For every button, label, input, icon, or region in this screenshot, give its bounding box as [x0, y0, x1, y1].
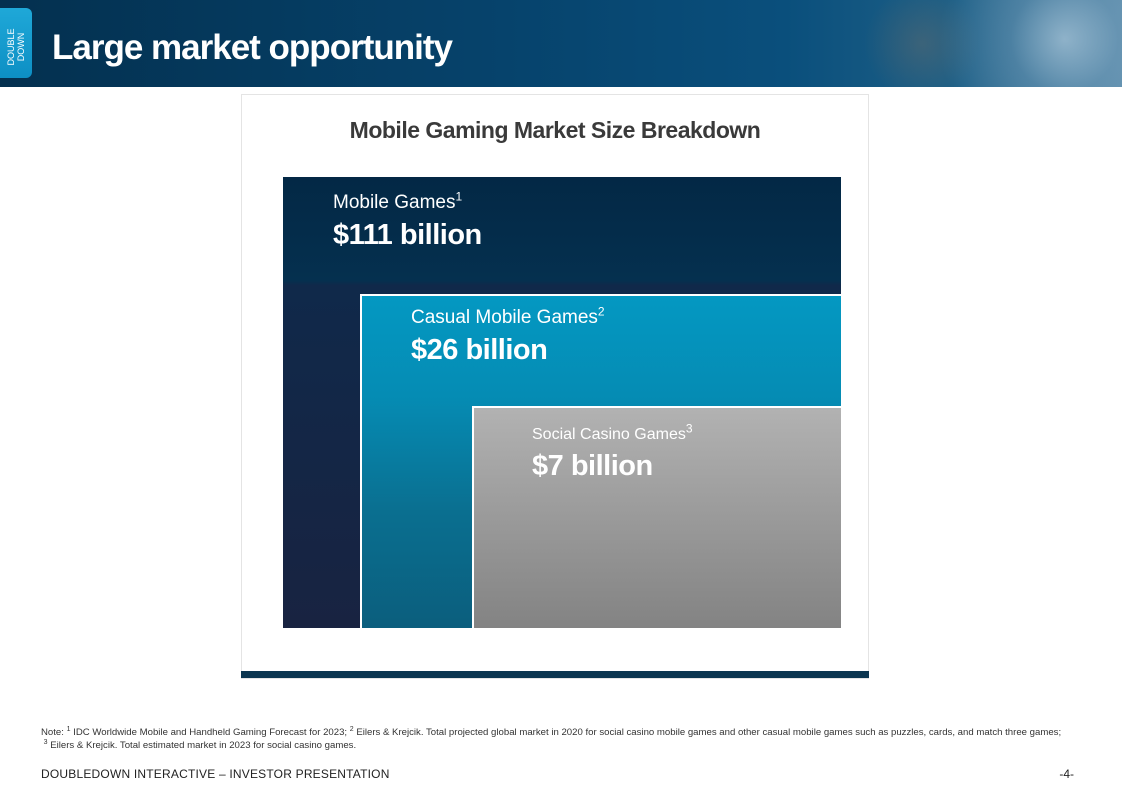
note-1-mark: 1: [66, 725, 71, 733]
note-1-text: IDC Worldwide Mobile and Handheld Gaming…: [70, 727, 350, 738]
segment-value-social-casino-games: $7 billion: [532, 450, 653, 482]
page-title: Large market opportunity: [52, 28, 453, 67]
note-2-mark: 2: [349, 725, 354, 733]
segment-name: Mobile Games: [333, 192, 456, 213]
note-prefix: Note:: [41, 727, 67, 738]
segment-value-mobile-games: $111 billion: [333, 219, 482, 251]
footnote-mark: 1: [455, 189, 463, 204]
segment-social-casino-games: [472, 406, 841, 628]
tiger-decoration: [892, 0, 1122, 87]
company-logo: DOUBLE DOWN: [0, 8, 32, 78]
chart-title: Mobile Gaming Market Size Breakdown: [349, 117, 761, 143]
segment-value-casual-mobile-games: $26 billion: [411, 334, 548, 366]
chart-panel-bottom-bar: [241, 671, 869, 678]
segment-label-social-casino-games: Social Casino Games3: [532, 423, 693, 444]
footnotes: Note: 1 IDC Worldwide Mobile and Handhel…: [41, 726, 1091, 752]
footnote-mark: 2: [597, 304, 605, 319]
page-number: -4-: [1059, 767, 1074, 781]
footer-presentation-title: DOUBLEDOWN INTERACTIVE – INVESTOR PRESEN…: [41, 767, 390, 781]
logo-text: DOUBLE DOWN: [6, 28, 26, 65]
note-3-text: Eilers & Krejcik. Total estimated market…: [47, 740, 357, 751]
footnote-mark: 3: [685, 421, 693, 436]
segment-label-mobile-games: Mobile Games1: [333, 189, 463, 214]
segment-name: Casual Mobile Games: [411, 307, 598, 328]
note-3-mark: 3: [43, 738, 48, 746]
segment-label-casual-mobile-games: Casual Mobile Games2: [411, 304, 605, 329]
header-banner: DOUBLE DOWN Large market opportunity: [0, 0, 1122, 87]
segment-name: Social Casino Games: [532, 426, 686, 443]
logo-line-2: DOWN: [16, 32, 26, 62]
note-2-text: Eilers & Krejcik. Total projected global…: [353, 727, 1062, 738]
logo-line-1: DOUBLE: [6, 28, 16, 66]
